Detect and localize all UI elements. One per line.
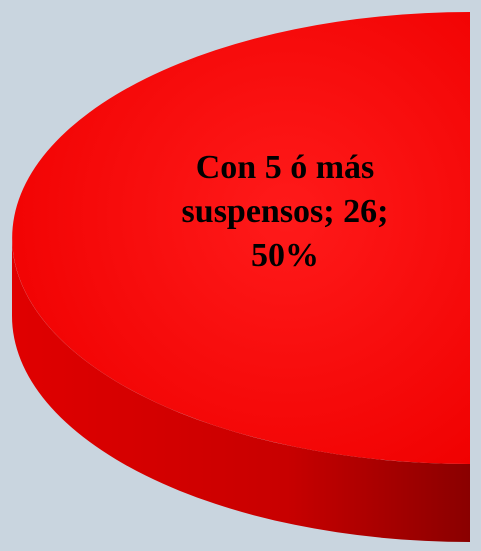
pie-slice — [12, 12, 471, 542]
data-label: Con 5 ó más suspensos; 26; 50% — [181, 149, 389, 274]
slice-side — [12, 238, 470, 542]
slice-top — [12, 12, 471, 464]
